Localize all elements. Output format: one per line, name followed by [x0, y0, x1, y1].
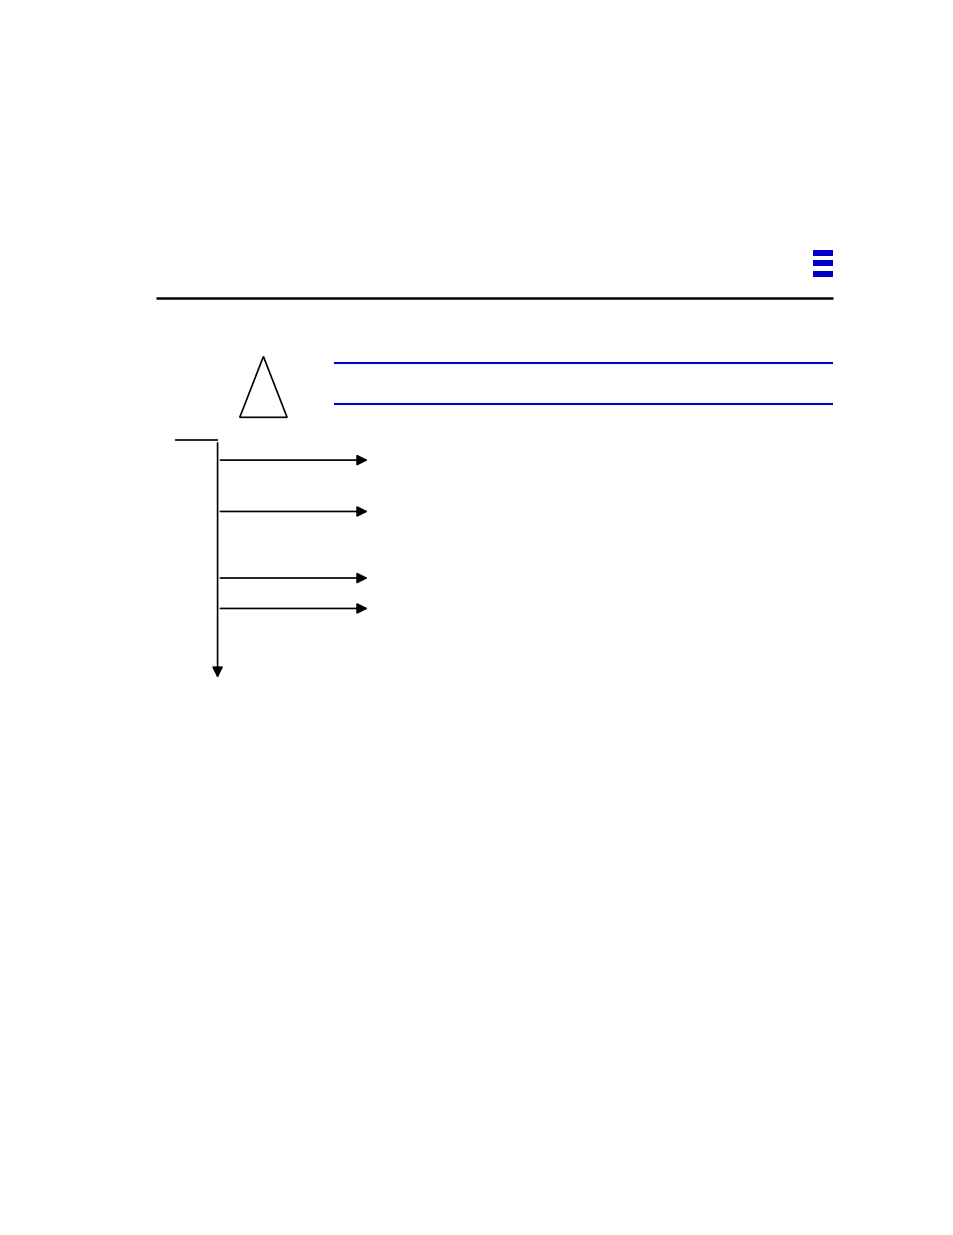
Bar: [812, 249, 833, 256]
Bar: [812, 261, 833, 266]
Bar: [812, 270, 833, 277]
